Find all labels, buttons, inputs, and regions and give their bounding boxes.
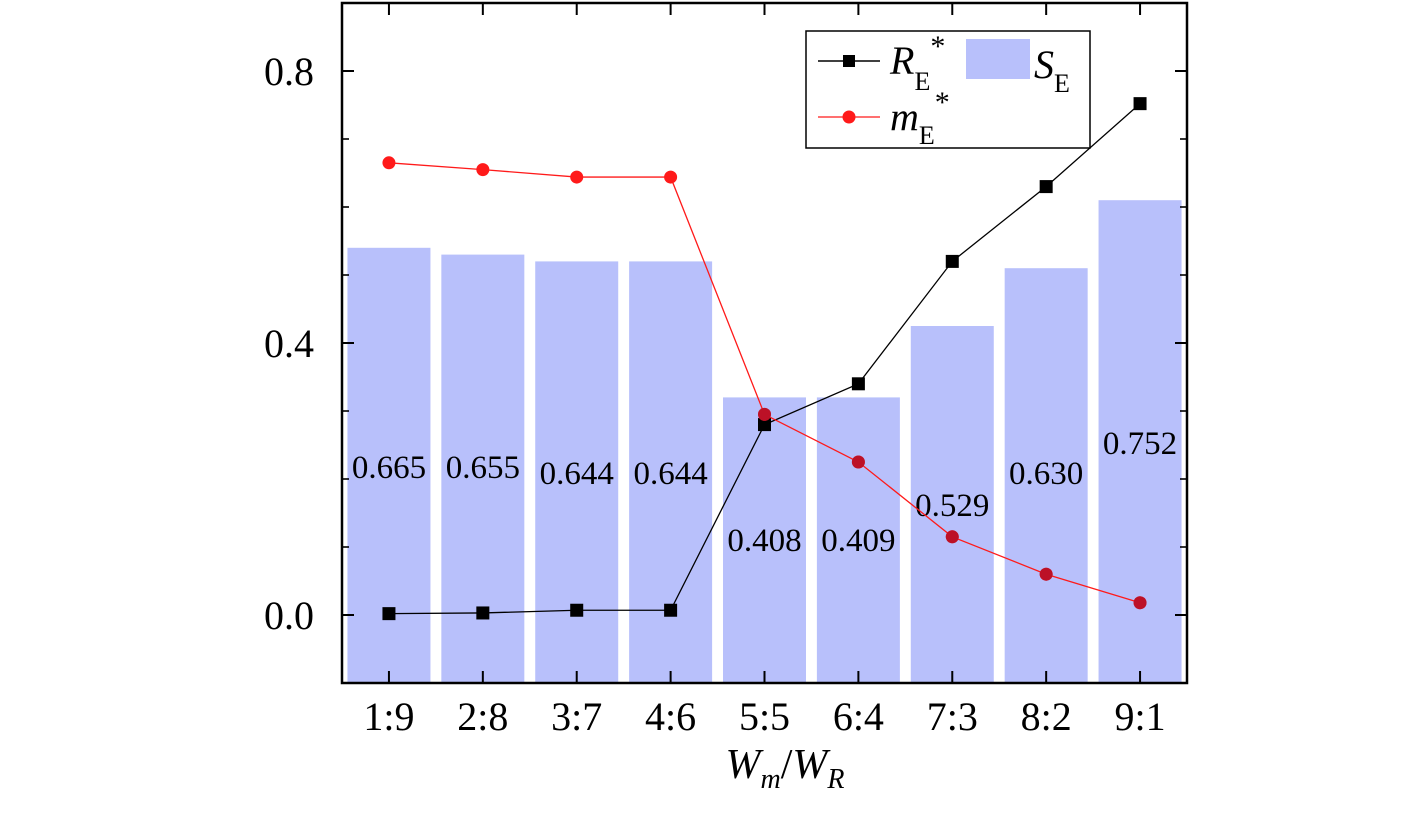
- x-tick-label-3: 3:7: [551, 694, 602, 739]
- bars-layer: [347, 200, 1182, 684]
- x-tick-label-2: 2:8: [457, 694, 508, 739]
- series-m-point-4: [664, 170, 678, 184]
- bar-labels-layer: 0.665 0.655 0.644 0.644 0.408 0.409 0.529 0.630…: [352, 426, 1177, 559]
- bar-value-label-5: 0.408: [727, 523, 801, 559]
- bar-value-label-9: 0.752: [1103, 426, 1177, 462]
- legend-box: [805, 30, 1091, 149]
- legend-m-label: mE*: [890, 86, 950, 150]
- bar-value-label-1: 0.665: [352, 450, 426, 486]
- x-tick-label-5: 5:5: [739, 694, 790, 739]
- ticks-layer: 0.0 0.4 0.8 1:9 2:8 3:7 4:6 5:5 6:4 7:3 8:2 9:1: [264, 3, 1187, 739]
- legend: RE* SE mE*: [805, 30, 1091, 150]
- bar-value-label-2: 0.655: [446, 450, 520, 486]
- x-tick-label-7: 7:3: [927, 694, 978, 739]
- y-tick-label-3: 0.8: [264, 49, 314, 94]
- bar-value-label-8: 0.630: [1009, 456, 1083, 492]
- x-tick-label-4: 4:6: [645, 694, 696, 739]
- series-r-point-1: [382, 607, 396, 621]
- legend-s-label: SE: [1034, 42, 1070, 98]
- legend-m-marker: [842, 110, 856, 124]
- bar-8: [1004, 268, 1088, 683]
- series-r-point-5: [758, 418, 771, 432]
- x-tick-label-8: 8:2: [1021, 694, 1072, 739]
- legend-r-label: RE*: [889, 30, 945, 96]
- x-axis-title: Wm/WR: [725, 742, 844, 795]
- legend-s-swatch: [966, 39, 1030, 79]
- x-tick-label-9: 9:1: [1114, 694, 1165, 739]
- markers-layer: [382, 97, 1147, 621]
- series-r-point-8: [1039, 180, 1053, 194]
- bar-value-label-3: 0.644: [540, 456, 614, 492]
- series-m-point-overlay-7: [945, 530, 959, 544]
- series-m-point-overlay-9: [1133, 596, 1147, 610]
- bar-7: [910, 326, 994, 683]
- bar-5: [723, 397, 806, 683]
- bar-value-label-6: 0.409: [821, 523, 895, 559]
- x-tick-label-1: 1:9: [363, 694, 414, 739]
- series-r-point-9: [1133, 97, 1147, 111]
- series-r-point-4: [664, 603, 678, 617]
- bar-value-label-4: 0.644: [633, 456, 707, 492]
- y-tick-label-1: 0.0: [264, 593, 314, 638]
- series-m-point-1: [382, 156, 396, 170]
- legend-r-marker: [843, 55, 855, 67]
- x-tick-label-6: 6:4: [833, 694, 884, 739]
- series-m-point-2: [476, 163, 490, 177]
- series-m-point-overlay-8: [1039, 567, 1053, 581]
- bar-value-label-7: 0.529: [915, 488, 989, 524]
- series-r-point-6: [851, 377, 865, 391]
- series-r-point-3: [570, 603, 584, 617]
- y-tick-label-2: 0.4: [264, 321, 314, 366]
- series-m-point-overlay-6: [851, 455, 865, 469]
- series-r-point-2: [476, 606, 490, 620]
- series-m-point-3: [570, 170, 584, 184]
- series-r-point-7: [945, 254, 959, 268]
- bar-6: [816, 397, 900, 683]
- series-m-point-overlay-5: [758, 407, 771, 421]
